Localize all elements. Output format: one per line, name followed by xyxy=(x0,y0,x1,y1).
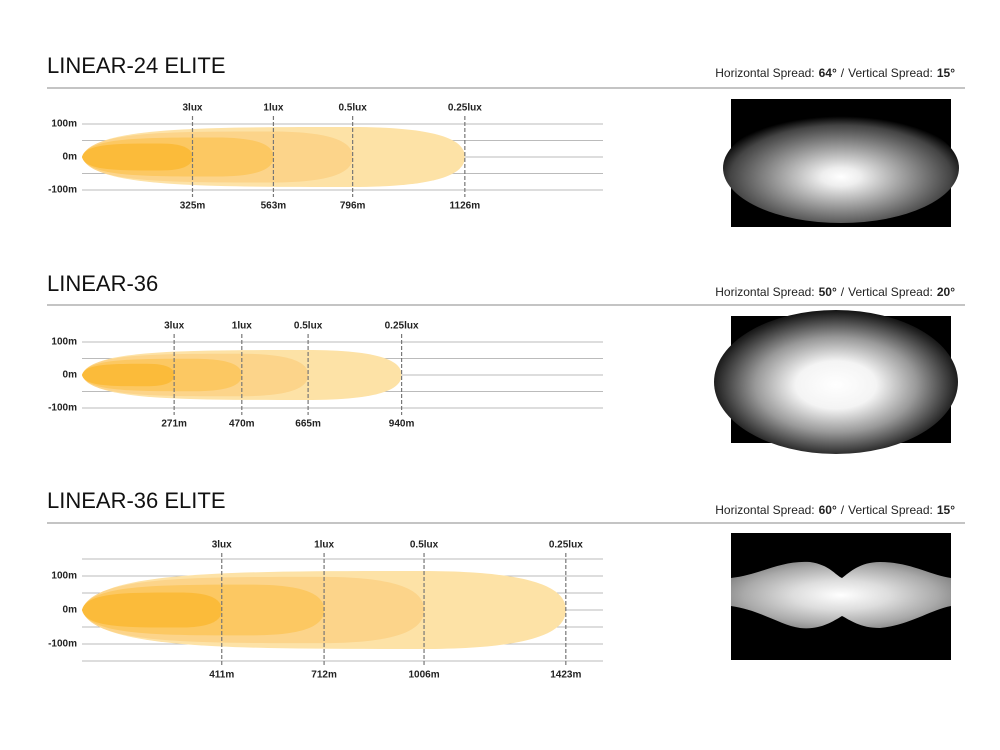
spread-horizontal-label: Horizontal Spread: xyxy=(715,503,814,517)
beam-zone xyxy=(82,592,222,628)
lux-label: 0.5lux xyxy=(410,540,439,551)
distance-label: 940m xyxy=(389,419,415,430)
y-label: 0m xyxy=(63,370,78,381)
distance-label: 665m xyxy=(295,419,321,430)
spread-info: Horizontal Spread: 50° / Vertical Spread: 20… xyxy=(715,285,955,299)
spread-horizontal-value: 50° xyxy=(819,285,837,299)
lux-label: 0.25lux xyxy=(385,321,419,332)
spread-horizontal-label: Horizontal Spread: xyxy=(715,66,814,80)
spread-vertical-value: 20° xyxy=(937,285,955,299)
distance-label: 1126m xyxy=(450,201,481,212)
lux-label: 3lux xyxy=(164,321,184,332)
beam-photo xyxy=(714,310,958,454)
spread-separator: / xyxy=(841,503,845,517)
spread-vertical-value: 15° xyxy=(937,66,955,80)
lux-label: 0.5lux xyxy=(294,321,323,332)
lux-label: 3lux xyxy=(182,103,202,114)
product-title: LINEAR-36 ELITE xyxy=(47,488,226,513)
spread-info: Horizontal Spread: 60° / Vertical Spread: 15… xyxy=(715,503,955,517)
distance-label: 271m xyxy=(161,419,187,430)
spread-separator: / xyxy=(841,285,845,299)
lux-label: 1lux xyxy=(232,321,252,332)
product-title: LINEAR-24 ELITE xyxy=(47,53,226,78)
y-label: -100m xyxy=(48,639,77,650)
y-label: 100m xyxy=(51,119,77,130)
y-label: -100m xyxy=(48,403,77,414)
lux-label: 0.25lux xyxy=(448,103,482,114)
spread-vertical-label: Vertical Spread: xyxy=(848,503,933,517)
distance-label: 1006m xyxy=(408,670,439,681)
distance-label: 325m xyxy=(180,201,206,212)
y-label: -100m xyxy=(48,185,77,196)
y-label: 100m xyxy=(51,571,77,582)
y-label: 100m xyxy=(51,337,77,348)
lux-label: 0.5lux xyxy=(338,103,367,114)
lux-label: 0.25lux xyxy=(549,540,583,551)
spread-horizontal-value: 64° xyxy=(819,66,837,80)
distance-label: 796m xyxy=(340,201,366,212)
lux-label: 3lux xyxy=(212,540,232,551)
spread-vertical-value: 15° xyxy=(937,503,955,517)
y-label: 0m xyxy=(63,152,78,163)
beam-zone xyxy=(82,143,193,171)
spread-vertical-label: Vertical Spread: xyxy=(848,66,933,80)
spread-separator: / xyxy=(841,66,845,80)
lux-label: 1lux xyxy=(314,540,334,551)
spread-info: Horizontal Spread: 64° / Vertical Spread: 15… xyxy=(715,66,955,80)
product-title: LINEAR-36 xyxy=(47,271,158,296)
spread-horizontal-label: Horizontal Spread: xyxy=(715,285,814,299)
distance-label: 1423m xyxy=(550,670,581,681)
beam-zone xyxy=(82,363,175,387)
distance-label: 563m xyxy=(261,201,287,212)
distance-label: 470m xyxy=(229,419,255,430)
y-label: 0m xyxy=(63,605,78,616)
lux-label: 1lux xyxy=(263,103,283,114)
spread-horizontal-value: 60° xyxy=(819,503,837,517)
beam-photo xyxy=(723,99,959,227)
beam-photo xyxy=(731,533,951,660)
spread-vertical-label: Vertical Spread: xyxy=(848,285,933,299)
distance-label: 712m xyxy=(311,670,337,681)
distance-label: 411m xyxy=(209,670,234,681)
